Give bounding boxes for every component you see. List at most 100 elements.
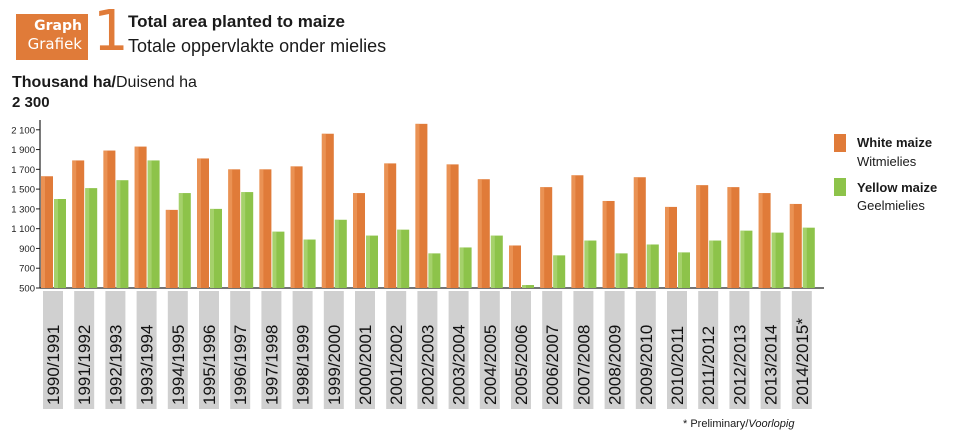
x-label-box (511, 291, 531, 409)
bar-white-highlight (509, 245, 513, 288)
legend-yellow-en: Yellow maize (857, 180, 938, 195)
y-tick-label: 1 100 (11, 224, 35, 235)
graph-number: 1 (93, 0, 129, 64)
bar-yellow-highlight (459, 247, 464, 288)
bar-yellow-highlight (397, 229, 402, 288)
legend-swatch-white (834, 134, 846, 152)
bar-white-highlight (290, 166, 295, 288)
x-label-box (355, 291, 375, 409)
x-tick-label: 2011/2012 (699, 326, 718, 405)
x-tick-label: 1993/1994 (138, 325, 157, 405)
x-tick-label: 2000/2001 (356, 325, 375, 405)
x-label-box (635, 291, 656, 409)
legend-swatch-yellow (834, 178, 846, 196)
y-tick-label: 900 (19, 244, 35, 255)
bar-white-highlight (665, 206, 669, 288)
y-tick-label: 700 (19, 264, 35, 275)
bar-white-highlight (696, 185, 701, 288)
bar-white-highlight (197, 158, 201, 288)
bar-yellow-highlight (241, 192, 246, 288)
x-tick-label: 2013/2014 (762, 325, 781, 405)
bar-yellow-highlight (272, 231, 277, 288)
x-label-box (167, 291, 188, 409)
bar-yellow-highlight (802, 227, 807, 288)
x-tick-label: 2004/2005 (481, 325, 500, 405)
bar-white-highlight (727, 187, 732, 288)
x-label-box (791, 291, 812, 409)
y-tick-label: 500 (19, 284, 35, 295)
bar-yellow-highlight (490, 235, 495, 288)
footnote-prefix: * Preliminary/ (683, 418, 749, 430)
x-label-box (230, 291, 251, 409)
x-tick-label: 2001/2002 (387, 325, 406, 405)
bar-yellow-highlight (584, 240, 589, 288)
bar-white-highlight (633, 177, 638, 288)
footnote: * Preliminary/Voorlopig (683, 418, 794, 430)
bar-white-highlight (41, 176, 45, 288)
badge-line1: Graph (34, 18, 82, 34)
bar-yellow-highlight (709, 240, 714, 288)
bar-yellow-highlight (646, 244, 651, 288)
y-tick-label: 1 500 (11, 185, 35, 196)
x-tick-label: 2007/2008 (574, 325, 593, 405)
bar-white-highlight (758, 193, 763, 288)
x-label-box (573, 291, 594, 409)
badge-line2: Grafiek (27, 35, 82, 53)
x-label-box (698, 291, 719, 409)
bar-white-highlight (415, 123, 420, 288)
bar-white-highlight (353, 193, 357, 288)
bar-white-highlight (165, 209, 170, 288)
bar-white-highlight (321, 133, 326, 288)
x-tick-label: 2008/2009 (606, 325, 625, 405)
graph-badge: Graph Grafiek (16, 14, 88, 60)
x-tick-label: 1992/1993 (106, 325, 125, 405)
bar-white-highlight (134, 146, 139, 288)
x-label-box (43, 291, 63, 409)
x-tick-label: 2006/2007 (543, 325, 562, 405)
x-label-box (417, 291, 438, 409)
x-tick-label: 1994/1995 (169, 325, 188, 405)
x-tick-label: 1995/1996 (200, 325, 219, 405)
bar-white-highlight (446, 164, 451, 288)
bar-yellow-highlight (428, 253, 433, 288)
bar-white-highlight (602, 200, 607, 288)
x-tick-label: 2010/2011 (668, 326, 687, 405)
x-label-box (760, 291, 781, 409)
x-tick-label: 1999/2000 (325, 325, 344, 405)
bar-white-highlight (103, 150, 108, 288)
x-label-box (136, 291, 157, 409)
bar-yellow-highlight (615, 253, 620, 288)
bar-yellow-highlight (334, 219, 339, 288)
x-tick-label: 2012/2013 (730, 325, 749, 405)
bar-yellow-highlight (210, 208, 214, 288)
x-label-box (105, 291, 126, 409)
legend-yellow-af: Geelmielies (857, 198, 925, 213)
bar-yellow-highlight (147, 160, 152, 288)
bar-yellow-highlight (85, 188, 90, 288)
legend-white-en: White maize (857, 135, 933, 150)
bar-white-highlight (789, 203, 794, 288)
x-tick-label: 2009/2010 (637, 325, 656, 405)
bar-white-highlight (384, 163, 389, 288)
x-label-box (604, 291, 625, 409)
x-tick-label: 2005/2006 (512, 325, 531, 405)
x-label-box (667, 291, 687, 409)
footnote-italic: Voorlopig (748, 418, 795, 430)
y-tick-label: 1 900 (11, 145, 35, 156)
y-unit-bold: Thousand ha/ (12, 74, 116, 91)
x-tick-label: 1991/1992 (75, 325, 94, 405)
chart-subtitle: Totale oppervlakte onder mielies (128, 36, 387, 56)
bar-yellow-highlight (54, 199, 58, 288)
x-label-box (74, 291, 95, 409)
x-label-box (386, 291, 407, 409)
x-tick-label: 2002/2003 (418, 325, 437, 405)
x-label-box (199, 291, 219, 409)
y-tick-label: 1 700 (11, 165, 35, 176)
x-tick-label: 2003/2004 (450, 325, 469, 405)
bar-yellow-highlight (178, 193, 183, 288)
chart-title: Total area planted to maize (128, 12, 345, 31)
bar-white-highlight (477, 179, 482, 288)
x-label-box (448, 291, 469, 409)
legend-white-af: Witmielies (857, 154, 917, 169)
